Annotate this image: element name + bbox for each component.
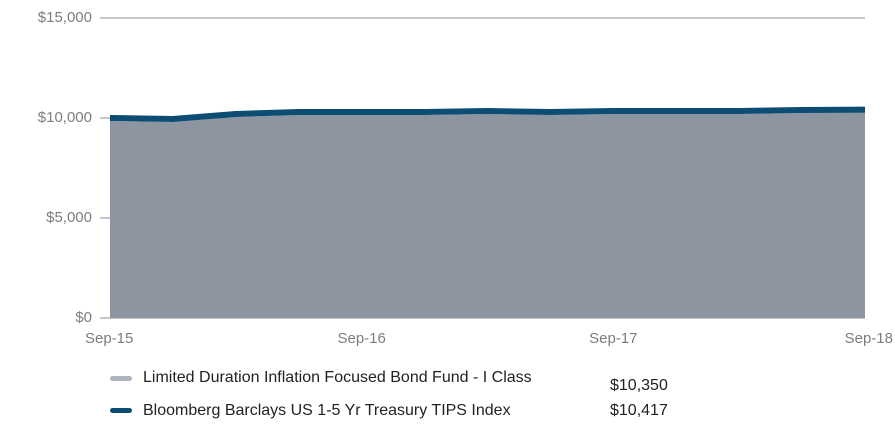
plot: $0 $5,000 $10,000 $15,000 Sep-15 Sep-16 Sep-17… (38, 9, 893, 347)
legend-value: $10,417 (610, 402, 668, 419)
y-tick-label: $0 (75, 309, 92, 326)
legend-swatch (110, 376, 132, 381)
y-tick-label: $5,000 (46, 209, 92, 226)
x-tick-label: Sep-18 (845, 330, 893, 347)
x-tick-label: Sep-15 (85, 330, 133, 347)
y-tick-label: $15,000 (38, 9, 92, 26)
area (110, 111, 865, 318)
legend-swatch (110, 408, 132, 413)
line (109, 106, 866, 122)
x-tick-label: Sep-17 (589, 330, 637, 347)
legend-label: Bloomberg Barclays US 1-5 Yr Treasury TI… (143, 402, 511, 419)
x-tick-label: Sep-16 (337, 330, 385, 347)
legend-label: Limited Duration Inflation Focused Bond … (143, 369, 532, 386)
legend-value: $10,350 (610, 377, 668, 394)
y-tick-label: $10,000 (38, 109, 92, 126)
